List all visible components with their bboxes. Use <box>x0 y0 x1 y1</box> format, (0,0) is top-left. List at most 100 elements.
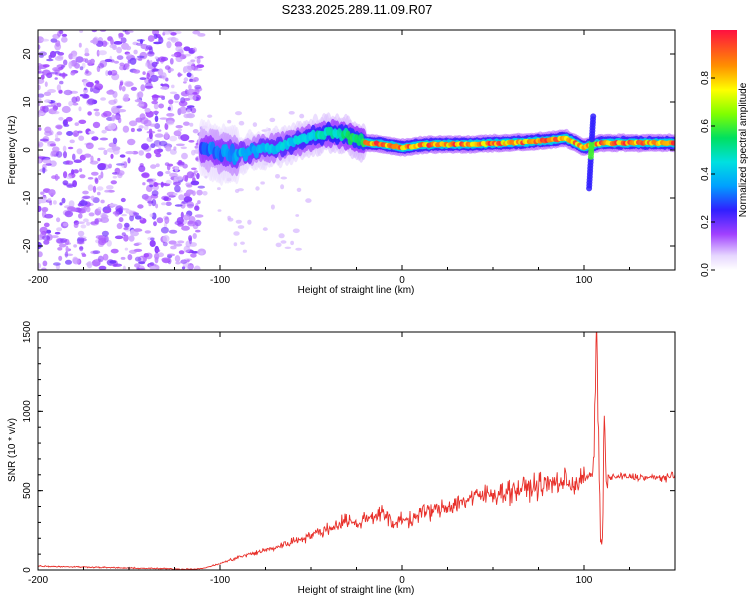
noise-blob <box>148 78 152 84</box>
noise-blob <box>72 180 77 188</box>
noise-blob <box>280 240 287 244</box>
noise-blob <box>194 219 202 227</box>
noise-blob <box>87 111 92 116</box>
noise-blob <box>97 147 106 151</box>
noise-blob <box>144 82 153 90</box>
noise-blob <box>154 56 159 60</box>
noise-blob <box>127 138 136 146</box>
noise-blob <box>170 245 177 250</box>
noise-blob <box>144 195 153 202</box>
noise-blob <box>190 180 200 186</box>
noise-blob <box>68 100 73 107</box>
noise-blob <box>247 219 252 225</box>
noise-blob <box>125 209 133 214</box>
noise-blob <box>151 61 158 68</box>
noise-blob <box>100 97 106 101</box>
noise-blob <box>62 145 67 152</box>
noise-blob <box>116 222 123 230</box>
noise-blob <box>38 251 43 258</box>
noise-blob <box>81 93 89 99</box>
noise-blob <box>174 100 179 104</box>
noise-blob <box>38 71 44 74</box>
noise-blob <box>157 252 164 257</box>
noise-blob <box>191 167 197 171</box>
noise-blob <box>97 157 101 162</box>
noise-blob <box>157 171 164 177</box>
noise-blob <box>116 55 124 60</box>
noise-blob <box>189 122 194 127</box>
noise-blob <box>129 57 137 65</box>
noise-blob <box>149 132 153 140</box>
noise-blob <box>76 148 83 155</box>
noise-blob <box>157 129 162 132</box>
noise-blob <box>116 163 125 166</box>
noise-blob <box>113 41 123 45</box>
noise-blob <box>107 70 113 76</box>
noise-blob <box>196 172 200 180</box>
noise-blob <box>88 130 95 135</box>
noise-blob <box>238 120 245 126</box>
noise-blob <box>46 104 55 108</box>
noise-blob <box>166 212 172 216</box>
noise-blob <box>121 232 126 237</box>
noise-blob <box>49 50 57 58</box>
noise-blob <box>44 99 52 103</box>
noise-blob <box>56 227 63 232</box>
noise-blob <box>183 97 191 101</box>
noise-blob <box>46 58 54 62</box>
noise-blob <box>190 253 197 258</box>
noise-blob <box>125 45 132 51</box>
noise-blob <box>284 246 292 249</box>
noise-blob <box>60 65 65 69</box>
noise-blob <box>164 65 171 70</box>
noise-blob <box>197 200 201 205</box>
noise-blob <box>138 165 146 173</box>
noise-blob <box>171 54 178 57</box>
noise-blob <box>192 96 197 101</box>
noise-blob <box>73 244 77 248</box>
noise-blob <box>136 103 144 107</box>
noise-blob <box>118 217 124 223</box>
noise-blob <box>173 130 182 137</box>
noise-blob <box>64 210 74 218</box>
noise-blob <box>77 221 85 224</box>
noise-blob <box>110 38 114 46</box>
noise-blob <box>137 204 144 209</box>
noise-blob <box>68 200 75 208</box>
noise-blob <box>177 72 182 78</box>
noise-blob <box>197 33 206 37</box>
noise-blob <box>139 113 146 120</box>
noise-blob <box>52 67 61 72</box>
colorbar-ticks: 0.0 0.2 0.4 0.6 0.8 <box>700 71 715 277</box>
noise-blob <box>130 86 137 91</box>
noise-blob <box>67 206 76 212</box>
spectrogram-marks <box>38 30 675 270</box>
noise-blob <box>153 221 157 227</box>
noise-blob <box>227 119 232 124</box>
noise-blob <box>184 53 191 57</box>
noise-blob <box>137 91 144 99</box>
noise-blob <box>192 92 198 95</box>
noise-blob <box>165 170 171 175</box>
noise-blob <box>66 242 71 245</box>
noise-blob <box>50 152 55 157</box>
noise-blob <box>78 200 88 207</box>
noise-blob <box>123 161 128 169</box>
noise-blob <box>177 240 185 244</box>
noise-blob <box>56 84 62 91</box>
noise-blob <box>134 263 141 268</box>
y-tick-label: 1000 <box>22 400 33 423</box>
noise-blob <box>77 230 85 237</box>
noise-blob <box>275 242 282 248</box>
noise-blob <box>145 152 152 159</box>
noise-blob <box>158 103 165 109</box>
noise-blob <box>143 125 149 131</box>
noise-blob <box>155 249 161 253</box>
noise-blob <box>154 115 159 123</box>
noise-blob <box>98 238 107 246</box>
noise-blob <box>38 158 42 164</box>
noise-blob <box>196 64 205 68</box>
noise-blob <box>142 71 146 75</box>
noise-blob <box>186 109 191 113</box>
noise-blob <box>106 185 114 190</box>
